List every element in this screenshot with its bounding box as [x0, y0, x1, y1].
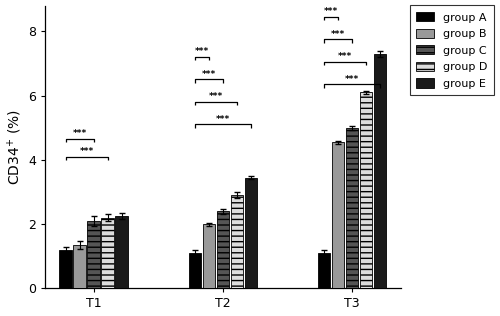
Bar: [346, 128, 358, 289]
Text: ***: ***: [331, 30, 345, 39]
Bar: [88, 221, 100, 289]
Bar: [332, 142, 344, 289]
Text: ***: ***: [208, 92, 223, 101]
Text: ***: ***: [202, 70, 216, 79]
Bar: [216, 211, 229, 289]
Text: ***: ***: [194, 47, 209, 56]
Text: ***: ***: [324, 7, 338, 16]
Bar: [202, 224, 215, 289]
Text: ***: ***: [72, 129, 86, 138]
Text: ***: ***: [338, 52, 352, 61]
Bar: [230, 195, 243, 289]
Text: ***: ***: [216, 115, 230, 124]
Bar: [188, 253, 201, 289]
Bar: [116, 216, 128, 289]
Bar: [74, 245, 86, 289]
Text: ***: ***: [345, 75, 360, 84]
Bar: [244, 178, 257, 289]
Bar: [102, 218, 114, 289]
Bar: [374, 54, 386, 289]
Bar: [318, 253, 330, 289]
Bar: [360, 92, 372, 289]
Y-axis label: CD34$^{+}$ (%): CD34$^{+}$ (%): [6, 109, 24, 185]
Bar: [60, 250, 72, 289]
Legend: group A, group B, group C, group D, group E: group A, group B, group C, group D, grou…: [410, 5, 494, 95]
Text: ***: ***: [80, 147, 94, 156]
